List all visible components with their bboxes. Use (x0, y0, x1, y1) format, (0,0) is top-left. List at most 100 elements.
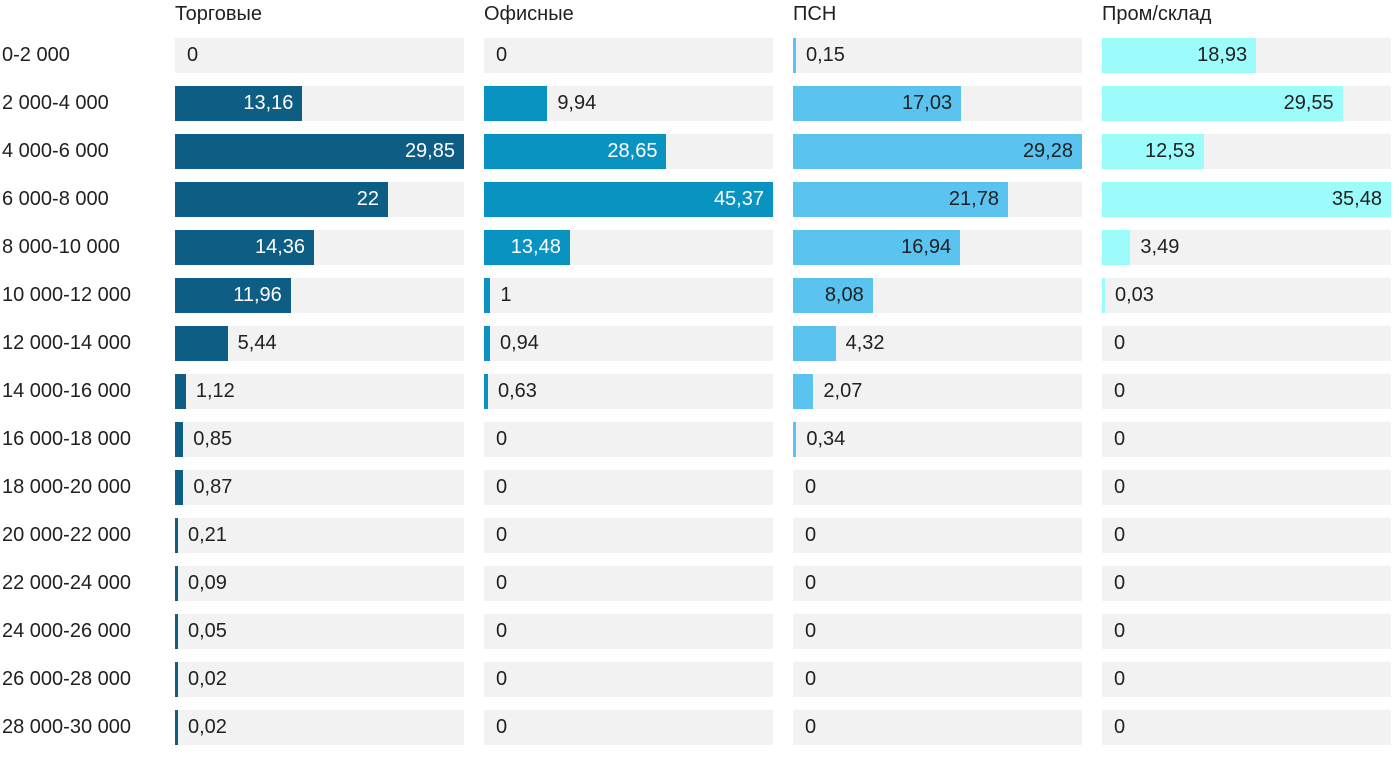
bar-track: 45,37 (484, 182, 773, 217)
bar-track: 21,78 (793, 182, 1082, 217)
bar-track: 0,09 (175, 566, 464, 601)
bar (175, 710, 178, 745)
bar-chart: Торговые Офисные ПСН Пром/склад 0-2 000 0… (0, 3, 1391, 745)
bar-value-label: 8,08 (824, 284, 864, 306)
bar-value-label: 0,05 (188, 620, 227, 642)
bar (793, 422, 797, 457)
bar-track: 0 (1102, 374, 1391, 409)
bar (793, 374, 814, 409)
bar-value-label: 0 (1114, 380, 1126, 402)
bar-track: 0 (1102, 518, 1391, 553)
chart-row: 6 000-8 000 22 45,37 21,78 35,48 (0, 182, 1391, 217)
bar-value-label: 1 (500, 284, 512, 306)
bar: 29,85 (175, 134, 464, 169)
bar-value-label: 13,48 (510, 236, 561, 258)
bar-value-label: 0 (496, 620, 508, 642)
bar-value-label: 0 (805, 668, 817, 690)
bar: 11,96 (175, 278, 291, 313)
bar-track: 0,34 (793, 422, 1082, 457)
bar-track: 29,55 (1102, 86, 1391, 121)
row-label: 10 000-12 000 (2, 284, 132, 306)
bar-value-label: 14,36 (254, 236, 306, 258)
bar-value-label: 21,78 (948, 188, 999, 210)
bar-track: 0,15 (793, 38, 1082, 73)
bar: 29,55 (1102, 86, 1343, 121)
bar (175, 374, 186, 409)
bar-value-label: 0 (496, 716, 508, 738)
bar-track: 18,93 (1102, 38, 1391, 73)
bar: 14,36 (175, 230, 315, 265)
bar: 18,93 (1102, 38, 1257, 73)
column-header-prom-sklad: Пром/склад (1102, 3, 1212, 25)
bar-track: 0 (1102, 326, 1391, 361)
bar-track: 1 (484, 278, 773, 313)
bar-value-label: 0,63 (498, 380, 537, 402)
bar-value-label: 0,94 (499, 332, 539, 354)
bar-value-label: 17,03 (902, 92, 953, 114)
bar-value-label: 0 (496, 476, 508, 498)
bar-track: 0 (484, 518, 773, 553)
bar-track: 0 (793, 614, 1082, 649)
bar-value-label: 0 (1114, 476, 1126, 498)
bar-value-label: 0 (1114, 332, 1126, 354)
bar-track: 0 (484, 38, 773, 73)
bar-track: 11,96 (175, 278, 464, 313)
bar-track: 0 (793, 662, 1082, 697)
bar-value-label: 0 (1114, 524, 1126, 546)
bar-value-label: 0,34 (806, 428, 846, 450)
bar-track: 2,07 (793, 374, 1082, 409)
bar-track: 0 (793, 518, 1082, 553)
bar-track: 35,48 (1102, 182, 1391, 217)
bar-track: 4,32 (793, 326, 1082, 361)
chart-row: 26 000-28 000 0,02 0 0 0 (0, 662, 1391, 697)
row-label: 6 000-8 000 (2, 188, 109, 210)
bar-track: 0 (484, 422, 773, 457)
bar-track: 0,87 (175, 470, 464, 505)
bar (484, 374, 488, 409)
bar-track: 0,63 (484, 374, 773, 409)
bar-value-label: 0,02 (188, 668, 227, 690)
chart-row: 20 000-22 000 0,21 0 0 0 (0, 518, 1391, 553)
bar (1102, 230, 1131, 265)
bar-value-label: 0 (496, 524, 508, 546)
chart-row: 10 000-12 000 11,96 1 8,08 0,03 (0, 278, 1391, 313)
bar (175, 518, 178, 553)
bar-value-label: 0,03 (1115, 284, 1154, 306)
bar-track: 0 (1102, 566, 1391, 601)
bar-value-label: 9,94 (557, 92, 597, 114)
bar-track: 29,85 (175, 134, 464, 169)
bar (175, 566, 178, 601)
bar-track: 8,08 (793, 278, 1082, 313)
chart-rows: 0-2 000 0 0 0,15 18,93 2 000-4 000 13,16 9,94 17… (0, 38, 1391, 745)
bar-value-label: 4,32 (845, 332, 885, 354)
bar-track: 0 (1102, 710, 1391, 745)
bar-track: 12,53 (1102, 134, 1391, 169)
bar-value-label: 0 (805, 572, 817, 594)
bar-track: 22 (175, 182, 464, 217)
bar: 22 (175, 182, 388, 217)
chart-row: 28 000-30 000 0,02 0 0 0 (0, 710, 1391, 745)
bar-track: 16,94 (793, 230, 1082, 265)
bar-value-label: 0 (1114, 668, 1126, 690)
bar-value-label: 0,87 (193, 476, 233, 498)
bar-track: 0 (1102, 662, 1391, 697)
bar (1102, 278, 1105, 313)
chart-row: 14 000-16 000 1,12 0,63 2,07 0 (0, 374, 1391, 409)
row-label: 8 000-10 000 (2, 236, 120, 258)
bar-track: 13,16 (175, 86, 464, 121)
bar-track: 0,21 (175, 518, 464, 553)
bar (175, 470, 184, 505)
row-label: 24 000-26 000 (2, 620, 132, 642)
row-label: 20 000-22 000 (2, 524, 132, 546)
bar-value-label: 3,49 (1140, 236, 1180, 258)
bar-value-label: 0 (1114, 620, 1126, 642)
bar-value-label: 0,21 (188, 524, 227, 546)
bar-track: 17,03 (793, 86, 1082, 121)
bar-value-label: 35,48 (1331, 188, 1382, 210)
bar-track: 0,85 (175, 422, 464, 457)
bar: 28,65 (484, 134, 667, 169)
bar: 8,08 (793, 278, 873, 313)
bar-track: 0,02 (175, 662, 464, 697)
bar-value-label: 0 (496, 668, 508, 690)
bar-value-label: 2,07 (823, 380, 863, 402)
